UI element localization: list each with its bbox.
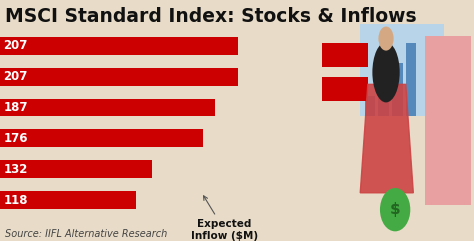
Bar — [315, 77, 368, 101]
Bar — [392, 63, 403, 116]
Text: 132: 132 — [3, 163, 28, 176]
Text: MSCI Standard Index: Stocks & Inflows: MSCI Standard Index: Stocks & Inflows — [5, 7, 416, 26]
Bar — [0, 37, 238, 55]
Bar — [315, 43, 368, 67]
Text: 187: 187 — [3, 101, 28, 114]
Ellipse shape — [378, 27, 393, 51]
Bar — [365, 96, 375, 116]
Bar — [0, 191, 136, 209]
Bar — [406, 43, 416, 116]
Bar — [360, 24, 444, 116]
Ellipse shape — [380, 188, 410, 231]
Bar — [0, 160, 152, 178]
Text: Source: IIFL Alternative Research: Source: IIFL Alternative Research — [5, 229, 167, 239]
Bar — [378, 80, 389, 116]
Text: 207: 207 — [3, 39, 28, 52]
Text: $: $ — [390, 202, 401, 217]
Text: Expected
Inflow ($M): Expected Inflow ($M) — [191, 196, 258, 241]
Text: 118: 118 — [3, 194, 28, 207]
Bar — [426, 36, 471, 205]
Text: 176: 176 — [3, 132, 28, 145]
Bar — [0, 129, 202, 147]
Text: 207: 207 — [3, 70, 28, 83]
Polygon shape — [360, 84, 413, 193]
Bar — [0, 68, 238, 86]
Bar — [0, 99, 215, 116]
Ellipse shape — [373, 42, 400, 102]
